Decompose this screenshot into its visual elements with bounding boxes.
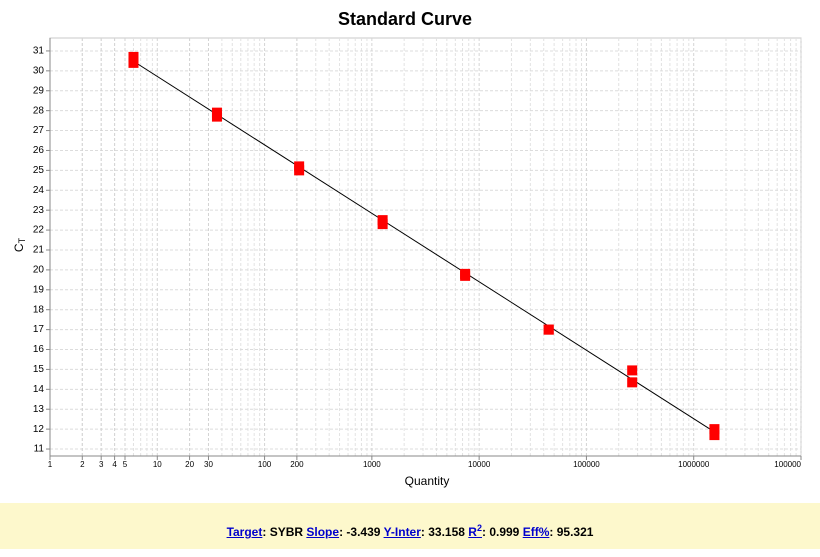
point xyxy=(709,430,720,441)
y-tick-label: 23 xyxy=(33,205,45,216)
x-tick-label: 1000 xyxy=(363,460,381,469)
y-axis-label: CT xyxy=(12,237,27,252)
y-tick-label: 27 xyxy=(33,125,45,136)
r2-link[interactable]: R2 xyxy=(468,523,482,539)
x-tick-label: 2 xyxy=(80,460,85,469)
y-tick-label: 14 xyxy=(33,384,45,395)
eff-link[interactable]: Eff% xyxy=(522,525,550,539)
point xyxy=(211,111,222,122)
y-tick-label: 28 xyxy=(33,105,45,116)
x-tick-label: 200 xyxy=(290,460,304,469)
y-tick-label: 30 xyxy=(33,65,45,76)
sep: : xyxy=(420,525,425,539)
x-tick-label: 3 xyxy=(99,460,104,469)
point xyxy=(627,365,638,376)
y-tick-label: 26 xyxy=(33,145,45,156)
eff-value: 95.321 xyxy=(556,525,594,539)
x-axis-label: Quantity xyxy=(405,474,450,488)
point xyxy=(627,377,638,388)
point xyxy=(543,324,554,335)
chart-title: Standard Curve xyxy=(338,9,472,29)
x-tick-label: 1 xyxy=(48,460,53,469)
point xyxy=(377,219,388,230)
y-tick-label: 20 xyxy=(33,265,45,276)
r2-label: R xyxy=(468,525,477,539)
y-tick-label: 19 xyxy=(33,284,45,295)
x-tick-label: 5 xyxy=(123,460,128,469)
x-tick-label: 20 xyxy=(185,460,194,469)
x-tick-label: 100000 xyxy=(774,460,801,469)
x-tick-label: 100000 xyxy=(573,460,600,469)
target-link[interactable]: Target xyxy=(226,525,263,539)
point xyxy=(128,51,139,62)
y-tick-label: 12 xyxy=(33,424,45,435)
y-inter-link[interactable]: Y-Inter xyxy=(383,525,421,539)
sep: : xyxy=(339,525,344,539)
fit-line xyxy=(133,60,715,433)
y-tick-label: 24 xyxy=(33,185,45,196)
slope-link[interactable]: Slope xyxy=(306,525,340,539)
slope-value: -3.439 xyxy=(346,525,381,539)
stats-bar: Target: SYBR Slope: -3.439 Y-Inter: 33.1… xyxy=(0,503,820,549)
y-tick-label: 17 xyxy=(33,324,45,335)
y-tick-label: 29 xyxy=(33,85,45,96)
y-axis-label-sub: T xyxy=(17,237,27,243)
x-tick-label: 1000000 xyxy=(678,460,710,469)
x-tick-label: 30 xyxy=(204,460,213,469)
sep: : xyxy=(549,525,554,539)
sep: : xyxy=(481,525,486,539)
chart: Standard Curve Quantity CT 1112131415161… xyxy=(12,9,801,488)
y-tick-label: 11 xyxy=(34,444,45,455)
target-value: SYBR xyxy=(269,525,304,539)
y-tick-label: 22 xyxy=(33,225,45,236)
y-tick-label: 13 xyxy=(33,404,45,415)
y-tick-label: 25 xyxy=(33,165,45,176)
y-inter-value: 33.158 xyxy=(428,525,465,539)
x-tick-label: 10 xyxy=(153,460,162,469)
y-tick-label: 31 xyxy=(33,46,45,57)
x-tick-label: 100 xyxy=(258,460,272,469)
x-tick-label: 4 xyxy=(112,460,117,469)
y-tick-label: 15 xyxy=(33,364,45,375)
y-tick-label: 18 xyxy=(33,304,45,315)
point xyxy=(460,270,471,281)
y-tick-label: 21 xyxy=(33,245,45,256)
sep: : xyxy=(262,525,267,539)
y-axis-label-main: C xyxy=(12,243,26,252)
x-tick-label: 10000 xyxy=(468,460,491,469)
r2-value: 0.999 xyxy=(489,525,520,539)
r2-sup: 2 xyxy=(476,523,482,533)
y-tick-label: 16 xyxy=(33,344,45,355)
point xyxy=(294,165,305,176)
point xyxy=(128,57,139,68)
point xyxy=(709,424,720,435)
